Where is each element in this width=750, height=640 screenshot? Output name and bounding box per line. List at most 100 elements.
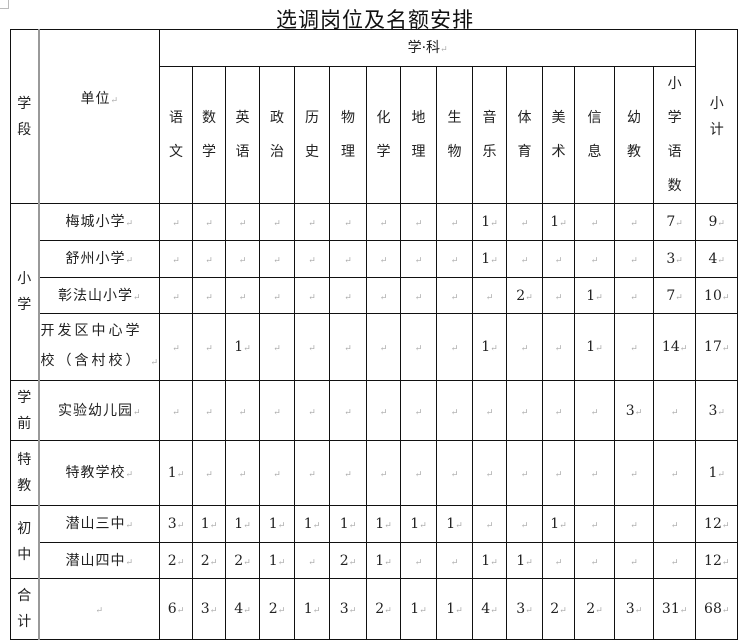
paragraph-mark: ↵: [344, 292, 352, 303]
paragraph-mark: ↵: [520, 407, 529, 418]
value-cell: 2↵: [506, 277, 543, 314]
unit-cell: 潜山三中↵: [38, 505, 160, 543]
paragraph-mark: ↵: [414, 344, 423, 354]
value-cell: ↵: [294, 380, 330, 441]
value-cell: 1↵: [472, 542, 507, 579]
subject-label: 美术: [551, 110, 566, 160]
paragraph-mark: ↵: [595, 606, 603, 616]
value-cell: ↵: [159, 240, 193, 278]
paragraph-mark: ↵: [490, 256, 498, 266]
paragraph-mark: ↵: [554, 292, 563, 303]
table-row: 学前 实验幼儿园↵ ↵ ↵ ↵ ↵ ↵ ↵ ↵ ↵ ↵ ↵ ↵ ↵ ↵ 3↵ ↵ 3↵: [10, 380, 739, 441]
value-cell: ↵: [472, 505, 507, 543]
value-cell: ↵: [542, 440, 575, 506]
value-cell: 1↵: [574, 277, 615, 314]
paragraph-mark: ↵: [344, 344, 352, 354]
subject-header: 幼教: [614, 66, 654, 204]
value-cell: ↵: [366, 203, 401, 241]
paragraph-mark: ↵: [238, 256, 247, 266]
paragraph-mark: ↵: [238, 292, 247, 303]
value-cell: ↵: [506, 203, 543, 241]
value-cell: ↵: [436, 542, 473, 579]
value-cell: ↵: [329, 240, 367, 278]
paragraph-mark: ↵: [717, 219, 725, 229]
value-cell: ↵: [259, 440, 295, 506]
value-cell: ↵: [542, 240, 575, 278]
subject-header: 小学语数: [652, 66, 697, 204]
paragraph-mark: ↵: [414, 219, 423, 229]
subtotal-cell: 17↵: [695, 313, 739, 381]
paragraph-mark: ↵: [450, 557, 459, 568]
value-cell: ↵: [294, 313, 330, 381]
value-cell: 2↵: [542, 578, 575, 640]
value-cell: ↵: [225, 240, 260, 278]
paragraph-mark: ↵: [419, 606, 427, 616]
paragraph-mark: ↵: [721, 557, 730, 568]
paragraph-mark: ↵: [634, 606, 643, 616]
paragraph-mark: ↵: [520, 521, 529, 531]
paragraph-mark: ↵: [490, 606, 498, 616]
value-cell: ↵: [400, 440, 437, 506]
table-row: 特教 特教学校↵ 1↵ ↵ ↵ ↵ ↵ ↵ ↵ ↵ ↵ ↵ ↵ ↵ ↵ ↵ ↵ 1↵: [10, 440, 739, 506]
paragraph-mark: ↵: [590, 256, 599, 266]
value-cell: ↵: [366, 240, 401, 278]
subject-label: 化学: [376, 110, 391, 160]
paragraph-mark: ↵: [721, 344, 730, 354]
value-cell: ↵: [472, 380, 507, 441]
value-cell: 1↵: [472, 240, 507, 278]
table-row: 潜山四中↵ 2↵ 2↵ 2↵ 1↵ ↵ 2↵ 1↵ ↵ ↵ 1↵ 1↵ ↵ ↵ ↵ ↵ 12↵: [11, 542, 739, 579]
value-cell: 1↵: [259, 505, 295, 543]
value-cell: 7↵: [652, 277, 697, 314]
paragraph-mark: ↵: [308, 292, 316, 303]
value-cell: 2↵: [366, 578, 401, 640]
paragraph-mark: ↵: [312, 606, 321, 616]
subject-label: 历史: [305, 110, 319, 160]
subject-header: 历史: [294, 66, 330, 204]
value-cell: ↵: [652, 440, 697, 506]
paragraph-mark: ↵: [721, 521, 730, 531]
paragraph-mark: ↵: [450, 407, 459, 418]
paragraph-mark: ↵: [554, 557, 563, 568]
paragraph-mark: ↵: [414, 256, 423, 266]
subject-header: 生物: [436, 66, 473, 204]
paragraph-mark: ↵: [554, 470, 563, 480]
paragraph-mark: ↵: [125, 521, 134, 531]
paragraph-mark: ↵: [670, 557, 679, 568]
paragraph-mark: ↵: [630, 344, 638, 354]
value-cell: ↵: [436, 277, 473, 314]
subject-header: 美术: [542, 66, 575, 204]
segment-header: 学段: [10, 29, 40, 204]
paragraph-mark: ↵: [243, 521, 251, 531]
value-cell: ↵: [472, 440, 507, 506]
paragraph-mark: ↵: [384, 606, 392, 616]
value-cell: 1↵: [259, 542, 295, 579]
paragraph-mark: ↵: [559, 219, 567, 229]
value-cell: 3↵: [192, 578, 226, 640]
value-cell: 7↵: [652, 203, 697, 241]
paragraph-mark: ↵: [634, 407, 643, 418]
value-cell: 3↵: [652, 240, 697, 278]
paragraph-mark: ↵: [717, 256, 725, 266]
paragraph-mark: ↵: [308, 557, 316, 568]
paragraph-mark: ↵: [172, 219, 180, 229]
value-cell: ↵: [259, 277, 295, 314]
subtotal-header: 小计: [695, 29, 739, 204]
paragraph-mark: ↵: [670, 521, 679, 531]
value-cell: ↵: [225, 203, 260, 241]
document-title: 选调岗位及名额安排: [276, 8, 474, 32]
value-cell: ↵: [614, 277, 654, 314]
value-cell: ↵: [614, 203, 654, 241]
paragraph-mark: ↵: [554, 344, 563, 354]
subject-header: 物理: [329, 66, 367, 204]
positions-table: 学段 单位↵ 学·科↵ 小计 语文 数学 英语 政治 历史 物理 化学 地理 生物 音乐 体育 美术信…: [10, 29, 739, 640]
paragraph-mark: ↵: [125, 557, 134, 568]
subject-label: 小学语数: [667, 76, 682, 194]
value-cell: 3↵: [614, 380, 654, 441]
subject-label: 体育: [517, 110, 532, 160]
paragraph-mark: ↵: [670, 470, 679, 480]
value-cell: 1↵: [472, 203, 507, 241]
subject-label: 政治: [270, 110, 284, 160]
paragraph-mark: ↵: [273, 344, 281, 354]
paragraph-mark: ↵: [348, 521, 357, 531]
subtotal-cell: 68↵: [695, 578, 739, 640]
